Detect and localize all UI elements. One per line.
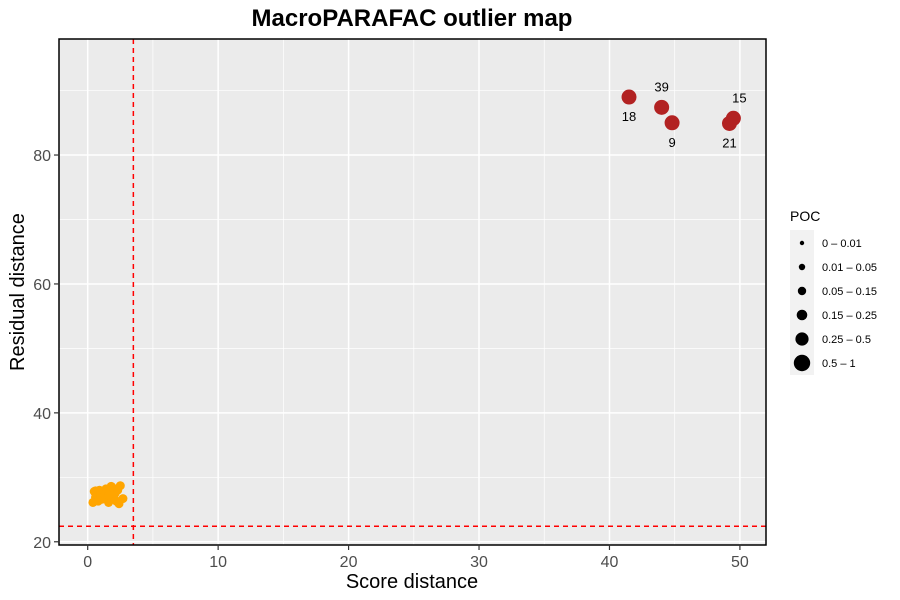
legend-entry-label: 0.5 – 1 — [822, 358, 856, 370]
x-tick-label: 0 — [83, 554, 92, 571]
point-labels: 18 39 9 15 21 — [622, 79, 747, 150]
y-tick-label: 40 — [33, 406, 51, 423]
legend-entry-label: 0.25 – 0.5 — [822, 334, 871, 346]
outlier-point — [654, 99, 670, 115]
outlier-point-label: 15 — [732, 90, 746, 105]
legend-entry-label: 0 – 0.01 — [822, 238, 862, 250]
legend-title: POC — [790, 208, 820, 224]
regular-point — [115, 481, 125, 491]
chart-title: MacroPARAFAC outlier map — [252, 5, 573, 32]
x-tick-label: 10 — [209, 554, 227, 571]
legend-entry-label: 0.15 – 0.25 — [822, 310, 877, 322]
x-tick-label: 50 — [731, 554, 749, 571]
x-tick-label: 30 — [470, 554, 488, 571]
legend-key-background — [790, 230, 814, 375]
plot-border — [58, 38, 767, 546]
y-tick-label: 20 — [33, 535, 51, 552]
legend: POC 0 – 0.01 0.01 – 0.05 0.05 – 0.15 0.15 –… — [790, 208, 877, 375]
outlier-point-label: 39 — [654, 79, 668, 94]
legend-size-key — [796, 309, 808, 321]
y-axis: 20 40 60 80 — [33, 148, 59, 552]
legend-size-key — [798, 263, 806, 271]
outlier-point — [621, 89, 637, 105]
x-tick-label: 20 — [340, 554, 358, 571]
legend-entry-label: 0.05 – 0.15 — [822, 286, 877, 298]
plot-panel — [59, 39, 766, 545]
legend-entry-label: 0.01 – 0.05 — [822, 262, 877, 274]
outlier-point — [664, 115, 680, 131]
y-tick-label: 80 — [33, 148, 51, 165]
y-axis-title: Residual distance — [7, 213, 29, 371]
x-tick-label: 40 — [601, 554, 619, 571]
y-tick-label: 60 — [33, 277, 51, 294]
outlier-point-label: 18 — [622, 109, 636, 124]
outlier-point-label: 21 — [722, 135, 736, 150]
grid-lines — [59, 39, 766, 545]
regular-point — [104, 490, 114, 500]
outlier-point-label: 9 — [668, 135, 675, 150]
legend-size-key — [799, 240, 805, 246]
x-axis: 0 10 20 30 40 50 — [83, 545, 749, 571]
x-axis-title: Score distance — [346, 571, 478, 593]
legend-size-key — [795, 332, 809, 346]
data-points — [88, 89, 741, 509]
regular-point — [118, 494, 128, 504]
legend-size-key — [793, 354, 811, 372]
cutoff-lines — [59, 39, 766, 545]
regular-point — [88, 497, 98, 507]
outlier-point — [721, 115, 737, 131]
legend-size-key — [797, 286, 807, 296]
regular-point — [106, 481, 116, 491]
